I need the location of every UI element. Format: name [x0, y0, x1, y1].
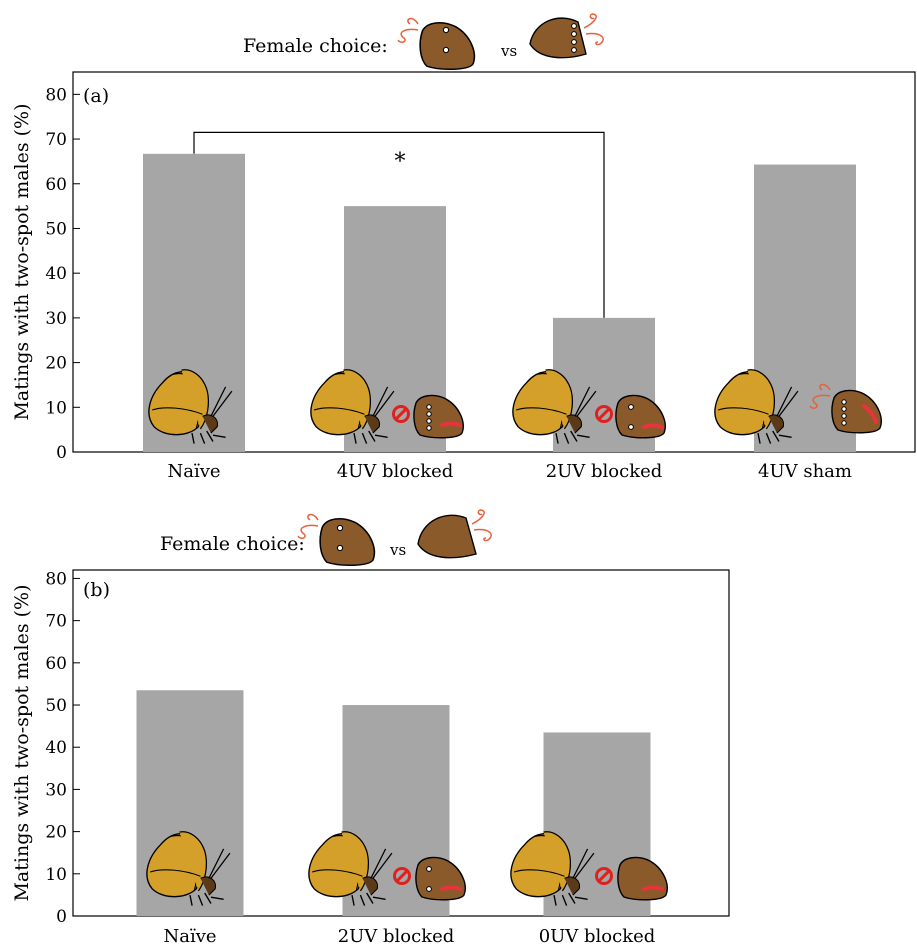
vs-label-a: vs — [500, 42, 517, 60]
y-tick-label: 40 — [45, 738, 67, 758]
y-tick-label: 50 — [45, 219, 67, 239]
y-tick-label: 40 — [45, 264, 67, 284]
y-tick-label: 80 — [45, 569, 67, 589]
two-spot-blocked-male-icon — [415, 856, 466, 901]
x-tick-label: 0UV blocked — [539, 926, 656, 947]
y-tick-label: 0 — [56, 907, 67, 927]
panel-label-a: (a) — [83, 85, 109, 107]
y-axis-b: 0 10 20 30 40 50 60 70 80 — [45, 569, 80, 927]
four-spot-sham-male-icon — [809, 383, 882, 434]
female-choice-header-b: Female choice: vs — [160, 509, 492, 567]
x-tick-label: Naïve — [163, 926, 216, 947]
significance-line — [193, 131, 605, 318]
x-tick-label: 4UV blocked — [337, 461, 454, 482]
x-labels-b: Naïve 2UV blocked 0UV blocked — [163, 926, 655, 947]
female-choice-label-a: Female choice: — [243, 35, 388, 57]
plot-frame-a — [72, 71, 916, 453]
y-tick-label: 70 — [45, 612, 67, 632]
four-spot-male-icon — [529, 13, 604, 59]
y-tick-label: 20 — [45, 823, 67, 843]
panel-label-b: (b) — [83, 579, 110, 601]
significance-star: * — [395, 149, 406, 174]
significance-bracket: * — [193, 131, 605, 318]
panel-a: Female choice: vs 0 10 20 30 40 50 60 70 80 — [11, 13, 916, 482]
y-tick-label: 10 — [45, 398, 67, 418]
y-tick-label: 30 — [45, 780, 67, 800]
x-labels-a: Naïve 4UV blocked 2UV blocked 4UV sham — [167, 461, 852, 482]
y-tick-label: 80 — [45, 85, 67, 105]
y-tick-label: 60 — [45, 175, 67, 195]
y-axis-title-b: Matings with two-spot males (%) — [11, 584, 33, 901]
two-spot-male-icon — [297, 513, 376, 567]
y-tick-label: 20 — [45, 354, 67, 374]
vs-label-b: vs — [389, 541, 406, 559]
two-spot-male-icon — [397, 17, 476, 71]
x-tick-label: 4UV sham — [758, 461, 852, 482]
x-tick-label: 2UV blocked — [338, 926, 455, 947]
x-tick-label: Naïve — [167, 461, 220, 482]
panel-b: Female choice: vs 0 10 20 30 40 50 60 70 80 Naïv… — [11, 509, 730, 947]
y-tick-label: 0 — [56, 443, 67, 463]
y-tick-label: 70 — [45, 130, 67, 150]
y-tick-label: 10 — [45, 865, 67, 885]
female-choice-header-a: Female choice: vs — [243, 13, 604, 71]
x-tick-label: 2UV blocked — [546, 461, 663, 482]
y-tick-label: 60 — [45, 654, 67, 674]
y-axis-title-a: Matings with two-spot males (%) — [11, 103, 33, 420]
four-spot-blocked-male-icon — [413, 394, 464, 439]
y-tick-label: 30 — [45, 309, 67, 329]
y-tick-label: 50 — [45, 696, 67, 716]
female-choice-label-b: Female choice: — [160, 533, 305, 555]
two-spot-blocked-male-icon — [615, 394, 666, 439]
y-axis-a: 0 10 20 30 40 50 60 70 80 — [45, 85, 80, 463]
no-spot-male-icon — [417, 509, 492, 559]
no-spot-blocked-male-icon — [617, 856, 668, 901]
